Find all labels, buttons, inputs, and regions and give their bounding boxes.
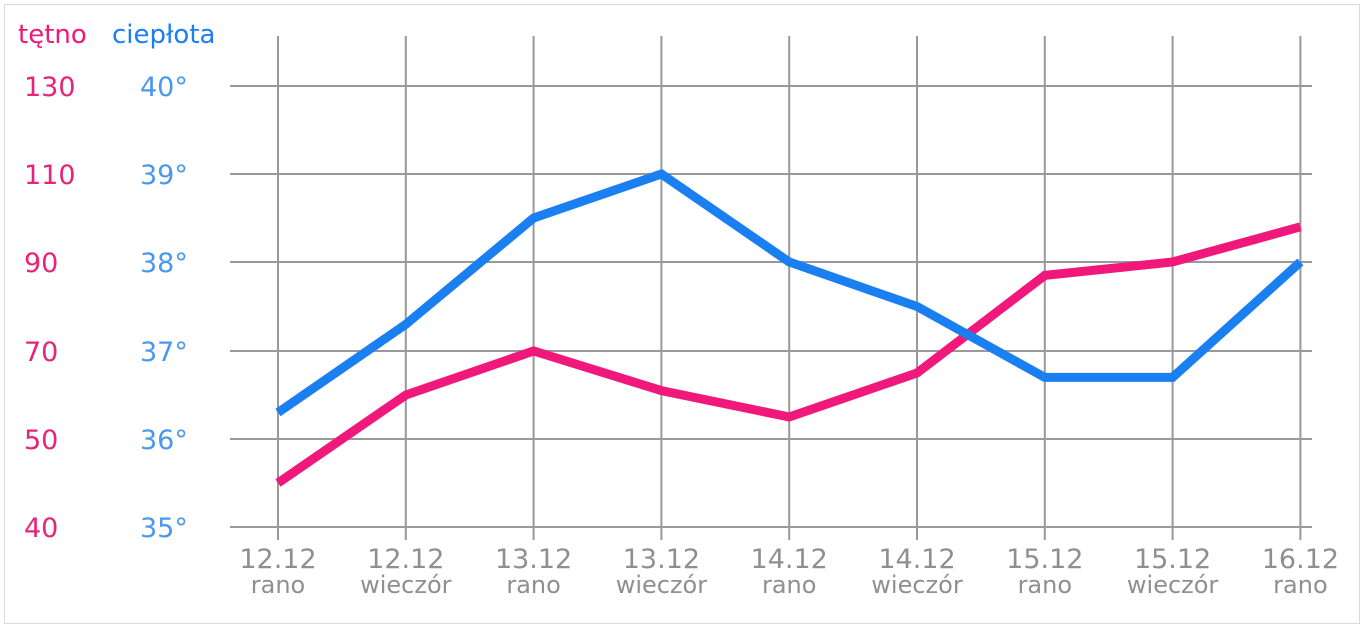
legend-temperature: ciepłota [112, 20, 215, 50]
chart-frame [4, 4, 1360, 624]
series-line-pulse [275, 222, 1302, 487]
pulse-tick-label: 130 [24, 72, 76, 103]
x-tick-date: 16.12 [1262, 544, 1339, 575]
x-tick-date: 14.12 [878, 544, 955, 575]
x-tick-date: 13.12 [495, 544, 572, 575]
grid [230, 36, 1312, 540]
pulse-tick-label: 90 [24, 248, 58, 279]
x-tick-date: 15.12 [1006, 544, 1083, 575]
temperature-tick-label: 38° [140, 248, 188, 279]
x-tick-time: rano [251, 571, 305, 599]
x-tick-time: wieczór [360, 571, 452, 599]
x-tick-time: rano [506, 571, 560, 599]
series-lines [275, 169, 1304, 487]
x-tick-time: rano [762, 571, 816, 599]
temperature-tick-label: 39° [140, 160, 188, 191]
pulse-tick-label: 110 [24, 160, 76, 191]
x-tick-date: 14.12 [751, 544, 828, 575]
legend-pulse: tętno [18, 20, 87, 50]
pulse-tick-label: 70 [24, 337, 58, 368]
temperature-tick-label: 35° [140, 513, 188, 544]
x-tick-date: 13.12 [623, 544, 700, 575]
x-tick-time: wieczór [616, 571, 708, 599]
x-tick-time: rano [1273, 571, 1327, 599]
x-tick-date: 12.12 [367, 544, 444, 575]
x-tick-time: wieczór [1127, 571, 1219, 599]
temperature-tick-label: 40° [140, 72, 188, 103]
pulse-tick-label: 40 [24, 513, 58, 544]
x-tick-date: 12.12 [239, 544, 316, 575]
x-tick-time: rano [1018, 571, 1072, 599]
temperature-tick-label: 36° [140, 425, 188, 456]
axis-labels: tętno ciepłota 130 110 90 70 50 40 40° 39° 38° 37… [18, 20, 1339, 599]
pulse-tick-label: 50 [24, 425, 58, 456]
series-line-temperature [275, 169, 1304, 417]
x-tick-date: 15.12 [1134, 544, 1211, 575]
x-tick-time: wieczór [871, 571, 963, 599]
temperature-tick-label: 37° [140, 337, 188, 368]
